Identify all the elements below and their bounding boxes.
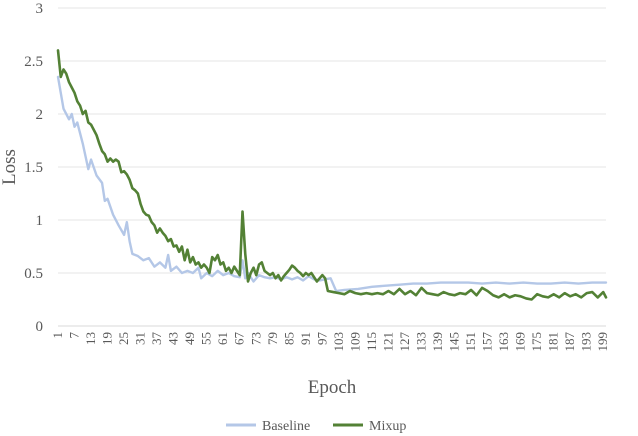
x-tick-label: 19 — [100, 332, 115, 345]
x-tick-label: 73 — [248, 332, 263, 345]
y-tick-label: 2.5 — [24, 54, 43, 70]
x-tick-label: 187 — [562, 332, 577, 352]
x-tick-label: 67 — [232, 332, 247, 346]
x-tick-label: 145 — [447, 332, 462, 352]
x-tick-label: 121 — [380, 332, 395, 352]
x-tick-label: 55 — [199, 332, 214, 345]
x-tick-label: 85 — [281, 332, 296, 345]
x-tick-label: 133 — [413, 332, 428, 352]
series-line-baseline — [56, 75, 608, 293]
y-tick-label: 1.5 — [24, 160, 43, 176]
x-tick-label: 97 — [314, 332, 329, 346]
x-tick-label: 163 — [496, 332, 511, 352]
y-axis-title: Loss — [0, 149, 20, 185]
y-tick-label: 3 — [36, 1, 44, 17]
x-tick-label: 49 — [182, 332, 197, 345]
x-tick-label: 37 — [149, 332, 164, 346]
legend-label-mixup: Mixup — [369, 419, 406, 434]
y-tick-label: 0.5 — [24, 266, 43, 282]
x-tick-label: 115 — [364, 332, 379, 351]
x-tick-label: 169 — [513, 332, 528, 352]
x-tick-label: 1 — [50, 332, 65, 339]
legend-label-baseline: Baseline — [262, 419, 310, 434]
x-tick-label: 25 — [116, 332, 131, 345]
x-tick-label: 181 — [546, 332, 561, 352]
x-tick-label: 61 — [215, 332, 230, 345]
x-tick-label: 7 — [67, 332, 82, 339]
series-line-mixup — [56, 49, 608, 301]
x-tick-label: 139 — [430, 332, 445, 352]
x-tick-label: 193 — [579, 332, 594, 352]
y-tick-label: 2 — [36, 107, 44, 123]
series-lines — [56, 49, 608, 301]
y-tick-label: 0 — [36, 319, 44, 335]
x-tick-label: 79 — [265, 332, 280, 345]
x-tick-label: 157 — [480, 332, 495, 352]
x-tick-label: 91 — [298, 332, 313, 345]
x-tick-label: 43 — [166, 332, 181, 345]
x-tick-label: 175 — [529, 332, 544, 352]
x-axis-title: Epoch — [308, 377, 357, 398]
x-tick-label: 103 — [331, 332, 346, 352]
y-tick-label: 1 — [36, 213, 44, 229]
x-tick-label: 127 — [397, 332, 412, 352]
x-tick-label: 199 — [595, 332, 610, 352]
legend: Baseline Mixup — [226, 419, 406, 434]
x-tick-label: 109 — [347, 332, 362, 352]
gridlines — [58, 7, 606, 274]
x-tick-label: 13 — [83, 332, 98, 345]
x-axis-ticks: 1 7 13 19 25 31 37 43 49 55 61 67 73 79 85 91 97 103 109 11… — [50, 332, 610, 352]
y-axis-ticks: 0 0.5 1 1.5 2 2.5 3 — [24, 1, 43, 335]
x-tick-label: 31 — [133, 332, 148, 345]
x-tick-label: 151 — [463, 332, 478, 352]
